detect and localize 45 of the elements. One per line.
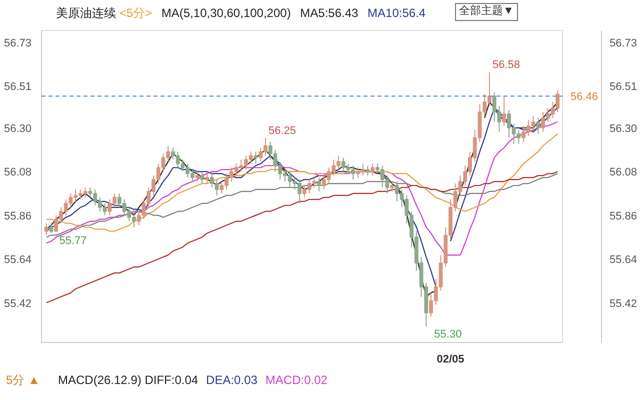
annotation: 56.58 [492,59,520,72]
annotation: 55.30 [434,328,462,341]
text: MA5:56.43 [300,6,358,20]
candlestick [536,117,540,134]
y2-tick-label: 56.73 [610,37,638,50]
candlestick [390,181,394,192]
text: MA(5,10,30,60,100,200) [161,6,291,20]
y2-tick-label: 55.64 [610,254,638,266]
y2-tick-label: 56.51 [610,81,638,94]
candlestick [366,165,370,176]
y2-tick-label: 56.08 [610,166,638,179]
line-series [46,171,558,304]
line-series [46,133,558,232]
candlestick [317,177,322,192]
chart-subtitle: <5分> [119,6,152,20]
y-tick-label: 56.73 [4,37,32,50]
candlestick [200,171,204,184]
text: 5分 ▲ [6,372,41,389]
ref-line-label: 56.46 [570,91,598,104]
candlestick [502,96,506,126]
candlestick [370,163,375,176]
candlestick [254,151,258,164]
y-tick-label: 55.42 [4,298,32,310]
text: MACD(26.12.9) DIFF:0.04 [58,373,198,387]
candlestick [49,222,54,234]
y-tick-label: 55.86 [4,210,32,222]
candlestick [205,173,210,184]
annotation: 56.25 [268,124,296,137]
y-tick-label: 56.08 [4,166,32,179]
y2-tick-label: 55.42 [610,298,638,310]
x-tick-label: 02/05 [436,354,464,366]
y2-tick-label: 55.86 [610,210,638,222]
text: MA10:56.4 [368,6,426,20]
candlestick [195,171,200,182]
annotation: 55.77 [59,235,87,248]
line-series [46,173,558,238]
text: 全部主题▼ [455,3,518,21]
candlestick [44,222,48,236]
y-tick-label: 56.51 [4,81,32,94]
y-tick-label: 56.30 [4,122,32,135]
text: DEA:0.03 [206,373,258,387]
chart-title: 美原油连续 [56,6,116,20]
text: MACD:0.02 [265,373,328,387]
y2-tick-label: 56.30 [610,122,638,135]
y-tick-label: 55.64 [4,254,32,266]
